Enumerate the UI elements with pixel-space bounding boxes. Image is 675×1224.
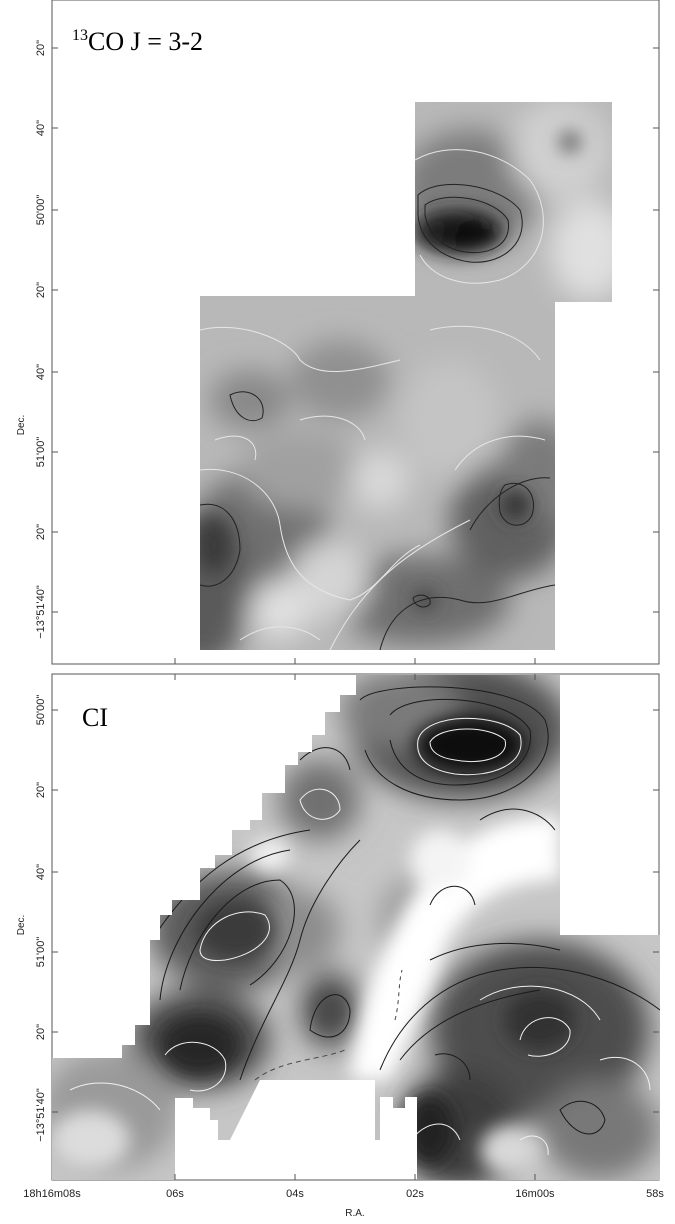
ra-tick-label: 18h16m08s [23,1188,81,1200]
top-dec-tick-label: 40" [35,120,47,136]
ra-tick-label: 04s [286,1188,304,1200]
top-dec-ticks [52,47,659,664]
bottom-dec-tick-label: 40" [35,864,47,880]
bottom-dec-tick-label: 50'00" [35,695,47,726]
top-dec-tick-label: 20" [35,524,47,540]
ra-tick-labels: 18h16m08s 06s 04s 02s 16m00s 58s [23,1188,664,1200]
bottom-panel: CI 50'00" 20" 40" 51'00" 20" −13°51'40" … [16,673,664,1219]
bottom-dec-ticks [52,674,659,1180]
top-panel: 13CO J = 3-2 20" 40" 50'00" 20" 40" 51'0… [16,0,660,665]
bottom-panel-title: CI [82,703,108,732]
top-dec-tick-label: 50'00" [35,195,47,226]
top-dec-tick-label: 20" [35,40,47,56]
top-dec-tick-labels: 20" 40" 50'00" 20" 40" 51'00" 20" −13°51… [35,40,47,639]
ra-axis-label: R.A. [345,1208,364,1219]
ra-tick-label: 02s [406,1188,424,1200]
top-dec-tick-label: 51'00" [35,437,47,468]
bottom-dec-tick-label: 20" [35,1024,47,1040]
ra-tick-label: 06s [166,1188,184,1200]
bottom-dec-tick-labels: 50'00" 20" 40" 51'00" 20" −13°51'40" [35,695,47,1142]
bottom-dec-tick-label: −13°51'40" [35,1088,47,1142]
bottom-dec-axis-label: Dec. [16,915,27,936]
top-panel-title: 13CO J = 3-2 [72,27,203,56]
top-dec-tick-label: 40" [35,364,47,380]
ra-tick-label: 16m00s [515,1188,555,1200]
ra-tick-label: 58s [646,1188,664,1200]
top-dec-axis-label: Dec. [16,415,27,436]
top-title-main: CO J = 3-2 [88,27,203,56]
bottom-dec-tick-label: 20" [35,782,47,798]
top-dec-tick-label: −13°51'40" [35,585,47,639]
top-title-superscript: 13 [72,27,88,44]
top-dec-tick-label: 20" [35,282,47,298]
bottom-dec-tick-label: 51'00" [35,937,47,968]
